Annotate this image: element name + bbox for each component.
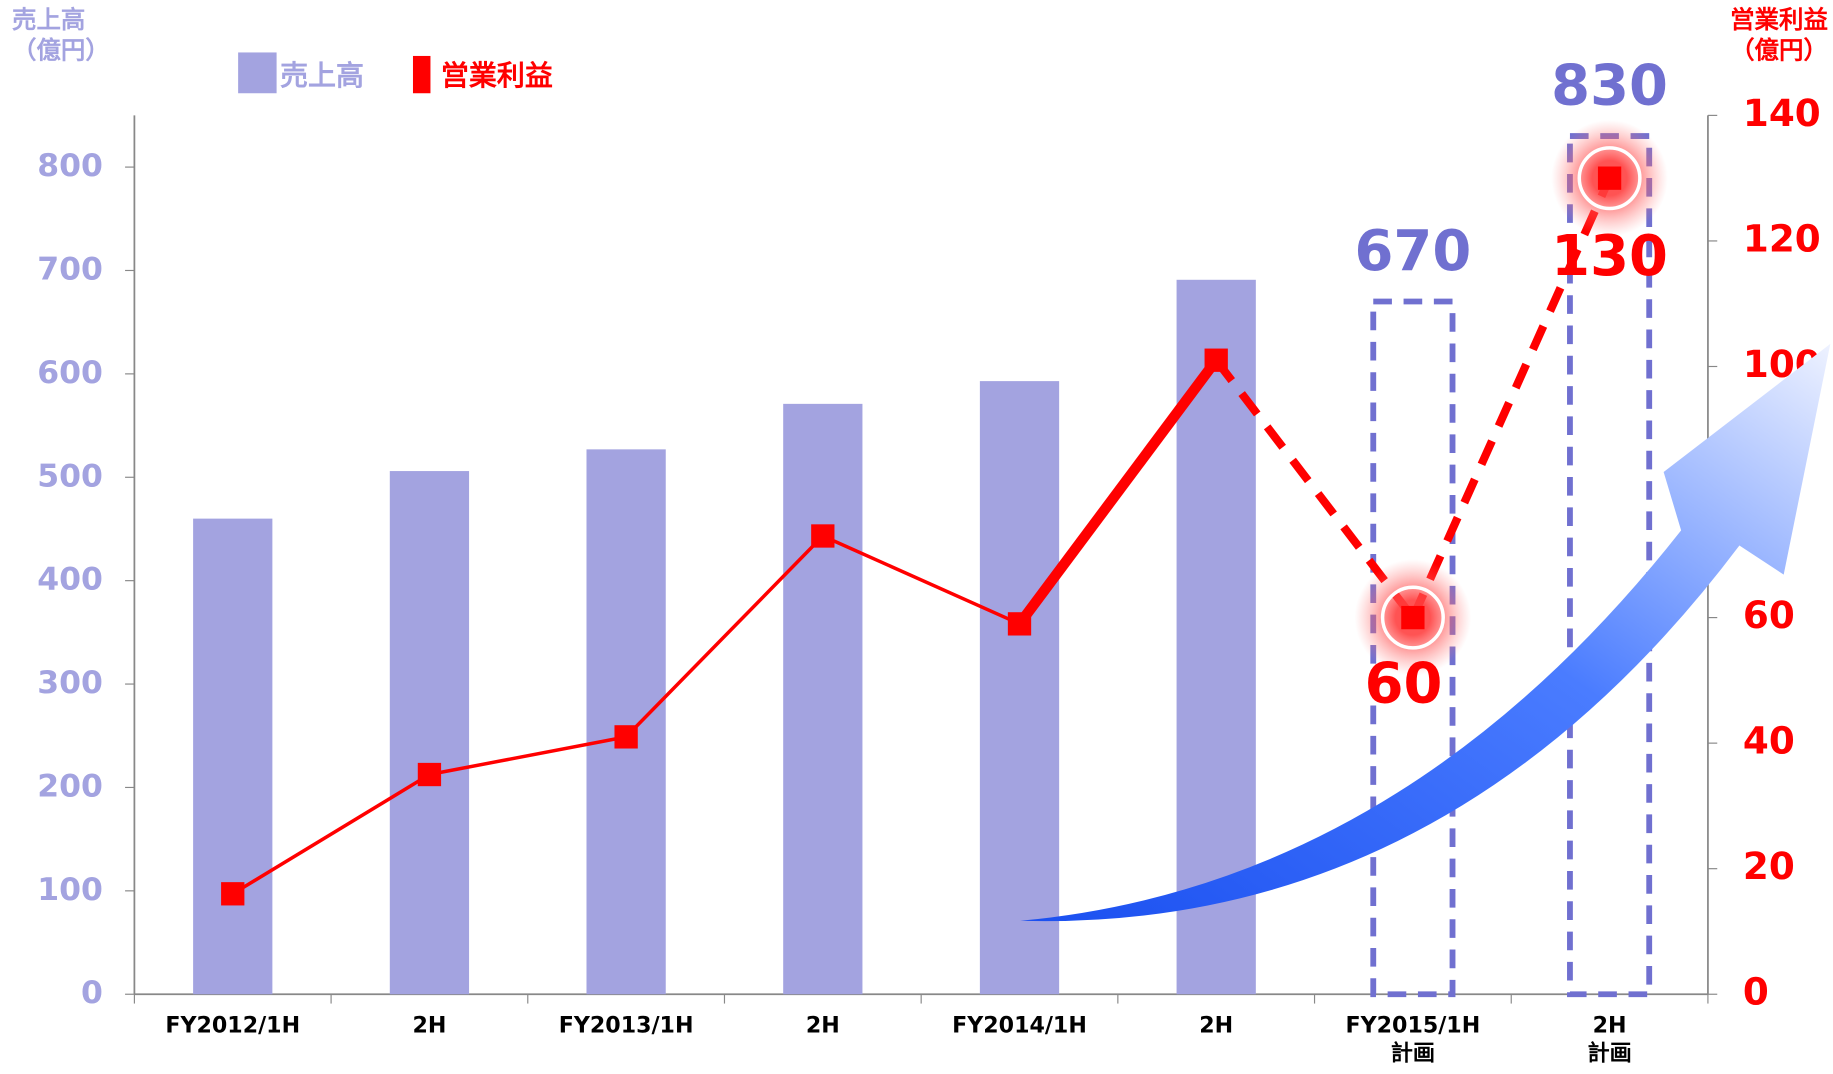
x-tick-label-line: FY2015/1H	[1346, 1012, 1481, 1038]
marker	[417, 762, 442, 787]
y-tick-label: 800	[37, 148, 103, 184]
x-tick-label: 2H	[806, 1012, 840, 1038]
x-tick-label-line: 計画	[1391, 1040, 1435, 1066]
line-segment	[429, 735, 627, 777]
x-tick-label: 2H	[1199, 1012, 1233, 1038]
y-axis-title-line: （億円）	[12, 35, 110, 64]
marker	[614, 725, 638, 749]
value-label: 130	[1551, 224, 1668, 289]
y-tick-label: 500	[37, 458, 103, 494]
y-tick-label: 400	[37, 562, 103, 598]
y-tick-label: 700	[37, 251, 103, 287]
marker	[1007, 612, 1032, 636]
marker	[1204, 348, 1228, 372]
y2-axis-title: 営業利益（億円）	[1730, 5, 1828, 64]
line-segment	[1409, 176, 1614, 620]
line-segment	[822, 534, 1021, 626]
legend-swatch	[238, 52, 277, 94]
value-label: 670	[1355, 219, 1472, 284]
y-tick-label: 300	[37, 665, 103, 701]
x-tick-label: 2H 計画	[1587, 1012, 1631, 1066]
line-segment	[1015, 357, 1221, 628]
y-tick-label: 0	[81, 975, 103, 1011]
value-label: 60	[1365, 652, 1443, 717]
growth-arrow	[1020, 343, 1831, 922]
y2-axis-title-line: 営業利益	[1730, 5, 1828, 34]
bar	[389, 471, 470, 995]
x-tick-label-line: FY2014/1H	[952, 1012, 1087, 1038]
legend-label: 営業利益	[441, 59, 553, 92]
marker	[221, 882, 245, 906]
y-tick-label: 200	[37, 768, 103, 804]
legend-swatch	[412, 55, 431, 94]
y2-axis-title-line: （億円）	[1730, 35, 1828, 64]
x-tick-label-line: 計画	[1587, 1040, 1631, 1066]
bar	[586, 449, 666, 995]
line-segment	[624, 534, 825, 739]
x-tick-label-line: 2H	[806, 1012, 840, 1038]
y-axis-title: 売上高（億円）	[12, 5, 110, 64]
x-tick-label-line: 2H	[412, 1012, 446, 1038]
y2-tick-label: 0	[1743, 970, 1769, 1014]
x-tick-label-line: FY2012/1H	[165, 1012, 300, 1038]
value-label: 830	[1551, 54, 1668, 119]
x-tick-label: FY2014/1H	[952, 1012, 1087, 1038]
y-tick-label: 100	[37, 872, 103, 908]
ring	[1577, 146, 1642, 211]
x-tick-label-line: FY2013/1H	[559, 1012, 694, 1038]
x-tick-label: FY2015/1H 計画	[1346, 1012, 1481, 1066]
x-tick-label: FY2013/1H	[559, 1012, 694, 1038]
y-axis-title-line: 売上高	[12, 5, 85, 34]
x-tick-label: FY2012/1H	[165, 1012, 300, 1038]
y-tick-label: 600	[37, 355, 103, 391]
y2-tick-label: 40	[1743, 719, 1795, 763]
marker	[1597, 166, 1622, 190]
bar	[193, 518, 273, 995]
legend-label: 売上高	[280, 59, 364, 92]
ring	[1380, 585, 1445, 650]
y2-tick-label: 140	[1743, 91, 1821, 135]
y2-tick-label: 120	[1743, 216, 1821, 260]
y2-tick-label: 20	[1743, 844, 1795, 888]
x-tick-label-line: 2H	[1593, 1012, 1627, 1038]
x-tick-label: 2H	[412, 1012, 446, 1038]
y2-tick-label: 60	[1743, 593, 1795, 637]
marker	[811, 524, 835, 548]
bar	[979, 381, 1060, 995]
bar	[783, 403, 863, 995]
marker	[1401, 605, 1425, 630]
line-segment	[231, 773, 431, 896]
x-tick-label-line: 2H	[1199, 1012, 1233, 1038]
